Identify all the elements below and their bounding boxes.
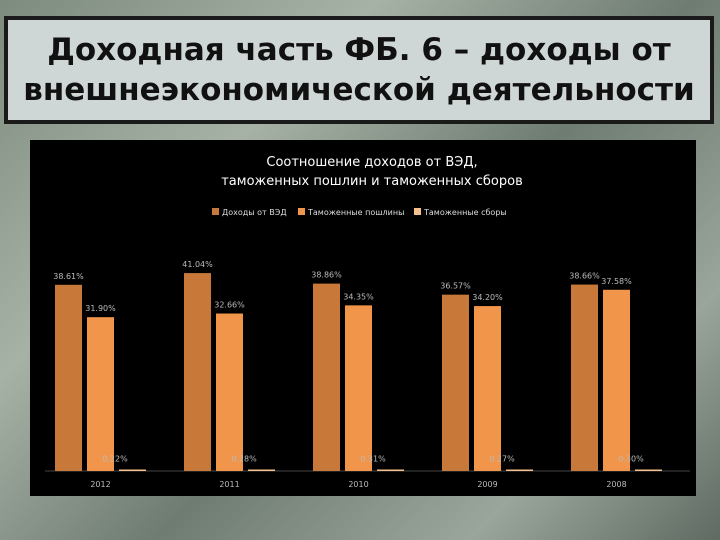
data-label: 0.31%: [360, 455, 386, 464]
data-label: 0.27%: [489, 455, 515, 464]
data-label: 38.86%: [311, 271, 342, 280]
bar: [377, 469, 404, 471]
legend-swatch: [298, 208, 305, 215]
data-label: 38.61%: [53, 272, 84, 281]
bar: [119, 469, 146, 471]
data-label: 36.57%: [440, 282, 471, 291]
legend-label: Таможенные пошлины: [307, 208, 404, 217]
data-label: 34.20%: [472, 293, 503, 302]
x-tick-label: 2011: [219, 480, 239, 489]
slide-title-box: Доходная часть ФБ. 6 – доходы от внешнеэ…: [4, 16, 714, 124]
bar: [313, 283, 340, 471]
bar: [184, 273, 211, 471]
bar: [474, 306, 501, 471]
slide-title: Доходная часть ФБ. 6 – доходы от внешнеэ…: [23, 32, 695, 108]
data-label: 41.04%: [182, 260, 213, 269]
bar: [55, 284, 82, 471]
legend-label: Таможенные сборы: [423, 208, 507, 217]
bar-chart: Соотношение доходов от ВЭД, таможенных по…: [45, 155, 690, 489]
bar: [635, 469, 662, 471]
data-label: 32.66%: [214, 301, 245, 310]
bar: [603, 289, 630, 471]
data-label: 0.22%: [102, 455, 128, 464]
data-label: 0.30%: [618, 455, 644, 464]
legend-swatch: [212, 208, 219, 215]
chart-title-line: таможенных пошлин и таможенных сборов: [221, 174, 523, 189]
bar: [248, 469, 275, 471]
data-label: 37.58%: [601, 277, 632, 286]
data-label: 0.28%: [231, 455, 257, 464]
x-tick-label: 2010: [348, 480, 368, 489]
data-label: 31.90%: [85, 304, 116, 313]
legend-swatch: [414, 208, 421, 215]
bar: [442, 294, 469, 471]
bar: [216, 313, 243, 471]
chart-title-line: Соотношение доходов от ВЭД,: [266, 155, 477, 170]
chart-panel: Соотношение доходов от ВЭД, таможенных по…: [30, 140, 696, 496]
bar: [345, 305, 372, 471]
x-tick-label: 2009: [477, 480, 497, 489]
x-tick-label: 2008: [606, 480, 626, 489]
x-tick-label: 2012: [90, 480, 110, 489]
data-label: 34.35%: [343, 292, 374, 301]
legend-label: Доходы от ВЭД: [222, 208, 287, 217]
bar: [506, 469, 533, 471]
data-label: 38.66%: [569, 272, 600, 281]
bar: [571, 284, 598, 471]
bar: [87, 317, 114, 471]
